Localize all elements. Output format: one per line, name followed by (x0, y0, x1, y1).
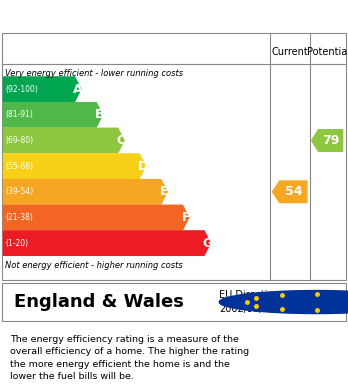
Text: D: D (137, 160, 148, 173)
Text: EU Directive
2002/91/EC: EU Directive 2002/91/EC (219, 291, 279, 314)
Text: (81-91): (81-91) (5, 110, 33, 119)
Text: Potential: Potential (307, 47, 348, 57)
Circle shape (219, 291, 348, 314)
Text: B: B (95, 108, 104, 121)
Text: (21-38): (21-38) (5, 213, 33, 222)
Text: The energy efficiency rating is a measure of the
overall efficiency of a home. T: The energy efficiency rating is a measur… (10, 335, 250, 381)
Text: England & Wales: England & Wales (14, 293, 184, 311)
Text: (69-80): (69-80) (5, 136, 33, 145)
Polygon shape (3, 154, 145, 178)
Text: F: F (181, 211, 190, 224)
Polygon shape (3, 102, 103, 127)
Text: G: G (202, 237, 212, 249)
Text: Not energy efficient - higher running costs: Not energy efficient - higher running co… (5, 261, 183, 270)
Text: (1-20): (1-20) (5, 239, 28, 248)
Text: Current: Current (271, 47, 308, 57)
Text: 54: 54 (285, 185, 302, 198)
Text: Very energy efficient - lower running costs: Very energy efficient - lower running co… (5, 69, 183, 78)
Polygon shape (3, 205, 189, 230)
Polygon shape (312, 130, 342, 151)
Text: (92-100): (92-100) (5, 85, 38, 94)
Text: 79: 79 (322, 134, 339, 147)
Polygon shape (272, 181, 307, 203)
Polygon shape (3, 231, 210, 255)
Polygon shape (3, 179, 167, 204)
Text: (55-68): (55-68) (5, 161, 33, 170)
Text: Energy Efficiency Rating: Energy Efficiency Rating (10, 9, 220, 23)
Text: E: E (160, 185, 168, 198)
Polygon shape (3, 77, 81, 101)
Text: C: C (116, 134, 126, 147)
Text: A: A (73, 83, 82, 96)
Polygon shape (3, 128, 124, 153)
Text: (39-54): (39-54) (5, 187, 33, 196)
